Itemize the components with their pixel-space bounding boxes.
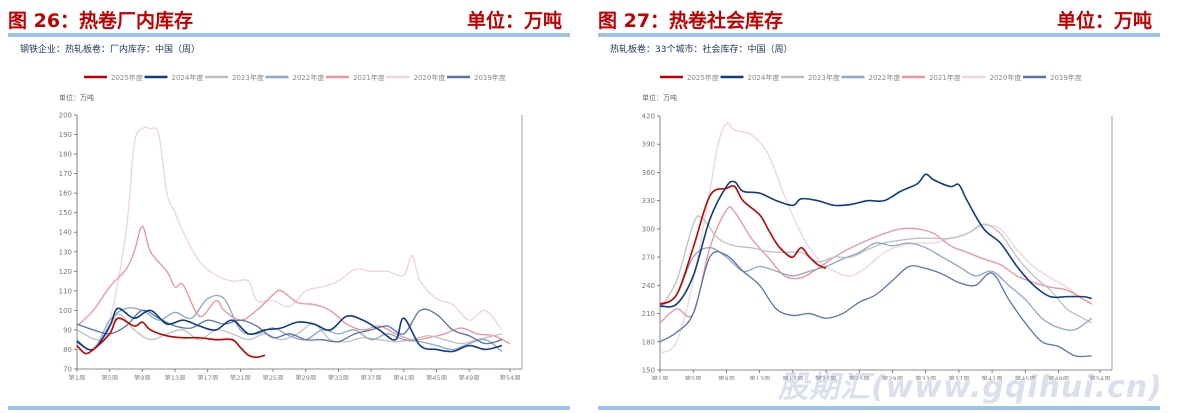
series-line-2023 bbox=[76, 313, 502, 345]
series-line-2022 bbox=[76, 294, 503, 352]
bottom-divider bbox=[598, 406, 1160, 410]
x-tick-label: 第54周 bbox=[499, 373, 520, 380]
x-tick-label: 第45周 bbox=[426, 373, 447, 380]
top-divider bbox=[598, 33, 1160, 37]
y-tick-label: 150 bbox=[642, 367, 655, 375]
y-tick-label: 360 bbox=[642, 169, 655, 177]
y-axis-unit: 单位：万吨 bbox=[59, 93, 94, 102]
y-tick-label: 70 bbox=[63, 366, 72, 374]
chart-source: 钢铁企业：热轧板卷：厂内库存：中国（周） bbox=[20, 45, 201, 55]
series-line-2023 bbox=[659, 215, 1093, 324]
top-divider bbox=[8, 33, 570, 37]
y-tick-label: 100 bbox=[59, 307, 72, 315]
right-panel: 图 27：热卷社会库存 单位：万吨 热轧板卷：33个城市：社会库存：中国（周） … bbox=[590, 0, 1160, 413]
y-tick-label: 170 bbox=[59, 170, 72, 178]
series-line-2019 bbox=[659, 250, 1092, 358]
series-line-2021 bbox=[76, 225, 511, 345]
left-chart: 2025年度 2024年度 2023年度 2022年度 2021年度 2020年度 2019… bbox=[59, 73, 523, 380]
x-tick-label: 第37周 bbox=[948, 374, 969, 380]
legend-label: 2024年度 bbox=[748, 73, 780, 82]
x-tick-label: 第13周 bbox=[164, 373, 185, 380]
x-tick-label: 第49周 bbox=[459, 373, 480, 380]
x-tick-label: 第13周 bbox=[749, 374, 770, 380]
series-line-2020 bbox=[659, 122, 1092, 354]
x-tick-label: 第5周 bbox=[101, 373, 118, 380]
legend-label: 2021年度 bbox=[929, 73, 961, 82]
legend-label: 2022年度 bbox=[293, 73, 325, 82]
series-line-2024 bbox=[76, 307, 503, 353]
legend-label: 2025年度 bbox=[111, 73, 143, 82]
x-tick-label: 第17周 bbox=[782, 374, 803, 380]
legend-label: 2025年度 bbox=[687, 73, 719, 82]
series-line-2022 bbox=[659, 242, 1093, 331]
legend-label: 2019年度 bbox=[1050, 73, 1082, 82]
x-tick-label: 第49周 bbox=[1048, 374, 1069, 380]
series-line-2025 bbox=[659, 184, 827, 305]
x-tick-label: 第33周 bbox=[915, 374, 936, 380]
legend-label: 2020年度 bbox=[990, 73, 1022, 82]
legend-label: 2024年度 bbox=[172, 73, 204, 82]
legend-label: 2021年度 bbox=[353, 73, 385, 82]
x-tick-label: 第25周 bbox=[262, 373, 283, 380]
series-line-2025 bbox=[76, 317, 266, 359]
y-tick-label: 390 bbox=[642, 141, 655, 149]
x-tick-label: 第29周 bbox=[882, 374, 903, 380]
legend-label: 2019年度 bbox=[474, 73, 506, 82]
right-chart: 2025年度 2024年度 2023年度 2022年度 2021年度 2020年度 2019… bbox=[642, 73, 1113, 380]
y-axis-unit: 单位：万吨 bbox=[642, 93, 677, 102]
y-tick-label: 180 bbox=[59, 151, 72, 159]
x-tick-label: 第21周 bbox=[230, 373, 251, 380]
x-tick-label: 第9周 bbox=[134, 373, 151, 380]
y-tick-label: 200 bbox=[59, 112, 72, 120]
y-tick-label: 270 bbox=[642, 254, 655, 262]
y-tick-label: 130 bbox=[59, 248, 72, 256]
x-tick-label: 第29周 bbox=[295, 373, 316, 380]
x-tick-label: 第21周 bbox=[815, 374, 836, 380]
y-tick-label: 140 bbox=[59, 229, 72, 237]
series-line-2020 bbox=[76, 126, 503, 351]
y-tick-label: 330 bbox=[642, 197, 655, 205]
legend-label: 2020年度 bbox=[414, 73, 446, 82]
legend-label: 2022年度 bbox=[869, 73, 901, 82]
x-tick-label: 第1周 bbox=[651, 374, 668, 380]
x-tick-label: 第1周 bbox=[68, 373, 85, 380]
x-tick-label: 第9周 bbox=[718, 374, 735, 380]
unit-title: 单位：万吨 bbox=[1056, 10, 1152, 32]
x-tick-label: 第54周 bbox=[1089, 374, 1110, 380]
y-tick-label: 160 bbox=[59, 190, 72, 198]
x-tick-label: 第17周 bbox=[197, 373, 218, 380]
bottom-divider bbox=[8, 406, 570, 410]
chart-source: 热轧板卷：33个城市：社会库存：中国（周） bbox=[610, 45, 793, 55]
y-tick-label: 300 bbox=[642, 225, 655, 233]
y-tick-label: 150 bbox=[59, 209, 72, 217]
x-tick-label: 第25周 bbox=[849, 374, 870, 380]
y-tick-label: 210 bbox=[642, 310, 655, 318]
figure-title: 图 27：热卷社会库存 bbox=[598, 10, 784, 32]
y-tick-label: 110 bbox=[59, 287, 72, 295]
x-tick-label: 第41周 bbox=[981, 374, 1002, 380]
x-tick-label: 第37周 bbox=[360, 373, 381, 380]
y-tick-label: 190 bbox=[59, 131, 72, 139]
x-tick-label: 第5周 bbox=[685, 374, 702, 380]
y-tick-label: 240 bbox=[642, 282, 655, 290]
x-tick-label: 第41周 bbox=[393, 373, 414, 380]
y-tick-label: 80 bbox=[63, 346, 72, 354]
y-tick-label: 90 bbox=[63, 326, 72, 334]
unit-title: 单位：万吨 bbox=[466, 10, 562, 32]
series-line-2021 bbox=[659, 206, 1093, 324]
figure-title: 图 26：热卷厂内库存 bbox=[8, 10, 194, 32]
legend-label: 2023年度 bbox=[808, 73, 840, 82]
y-tick-label: 120 bbox=[59, 268, 72, 276]
x-tick-label: 第45周 bbox=[1015, 374, 1036, 380]
y-tick-label: 420 bbox=[642, 113, 655, 121]
series-line-2024 bbox=[659, 173, 1092, 308]
watermark: 股期汇(www.gqihui.cn) bbox=[778, 370, 1163, 405]
left-panel: 图 26：热卷厂内库存 单位：万吨 钢铁企业：热轧板卷：厂内库存：中国（周） 2… bbox=[0, 0, 570, 413]
y-tick-label: 180 bbox=[642, 338, 655, 346]
legend-label: 2023年度 bbox=[232, 73, 264, 82]
x-tick-label: 第33周 bbox=[328, 373, 349, 380]
